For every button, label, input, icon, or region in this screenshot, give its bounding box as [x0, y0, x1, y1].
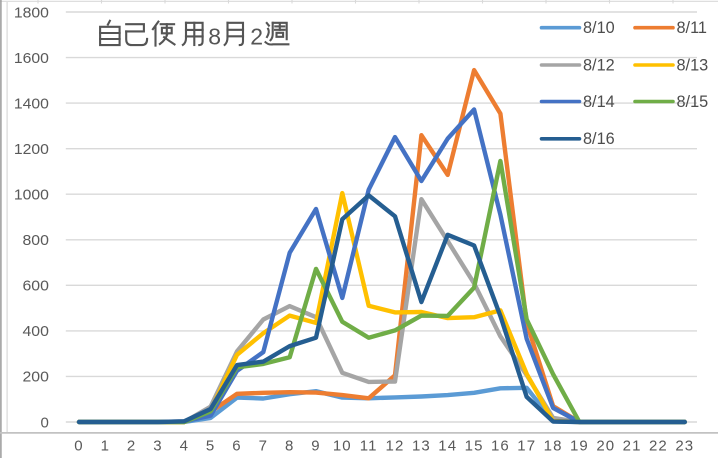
svg-text:12: 12: [386, 438, 405, 455]
svg-text:8/15: 8/15: [677, 93, 709, 111]
svg-text:21: 21: [623, 438, 642, 455]
svg-text:8/16: 8/16: [583, 130, 615, 148]
svg-text:13: 13: [412, 438, 431, 455]
svg-text:8/14: 8/14: [583, 93, 615, 111]
svg-text:0: 0: [74, 438, 83, 455]
svg-text:800: 800: [23, 232, 49, 249]
svg-text:22: 22: [649, 438, 668, 455]
svg-text:10: 10: [333, 438, 352, 455]
svg-text:400: 400: [23, 323, 49, 340]
svg-text:6: 6: [232, 438, 241, 455]
svg-text:8/10: 8/10: [583, 19, 615, 37]
svg-text:8/11: 8/11: [677, 19, 707, 37]
svg-text:2: 2: [127, 438, 136, 455]
svg-text:1200: 1200: [14, 141, 49, 158]
svg-text:1000: 1000: [14, 187, 49, 204]
svg-text:8/13: 8/13: [677, 56, 709, 74]
svg-text:1600: 1600: [14, 50, 49, 67]
svg-text:3: 3: [153, 438, 162, 455]
svg-text:1800: 1800: [14, 4, 49, 21]
svg-text:600: 600: [23, 278, 49, 295]
svg-text:4: 4: [180, 438, 189, 455]
svg-text:18: 18: [544, 438, 563, 455]
svg-text:8/12: 8/12: [583, 56, 615, 74]
svg-text:20: 20: [596, 438, 615, 455]
svg-text:9: 9: [311, 438, 320, 455]
svg-text:19: 19: [570, 438, 589, 455]
svg-text:7: 7: [259, 438, 268, 455]
svg-text:2: 2: [250, 24, 263, 50]
svg-text:5: 5: [206, 438, 215, 455]
svg-text:15: 15: [465, 438, 484, 455]
svg-text:200: 200: [23, 369, 49, 386]
svg-text:0: 0: [41, 414, 49, 431]
svg-text:11: 11: [360, 438, 378, 455]
svg-text:16: 16: [491, 438, 510, 455]
svg-text:8: 8: [285, 438, 294, 455]
svg-text:1400: 1400: [14, 95, 49, 112]
svg-text:8: 8: [208, 24, 221, 50]
svg-text:14: 14: [438, 438, 457, 455]
svg-text:17: 17: [517, 438, 536, 455]
svg-text:1: 1: [101, 438, 110, 455]
svg-text:23: 23: [675, 438, 694, 455]
